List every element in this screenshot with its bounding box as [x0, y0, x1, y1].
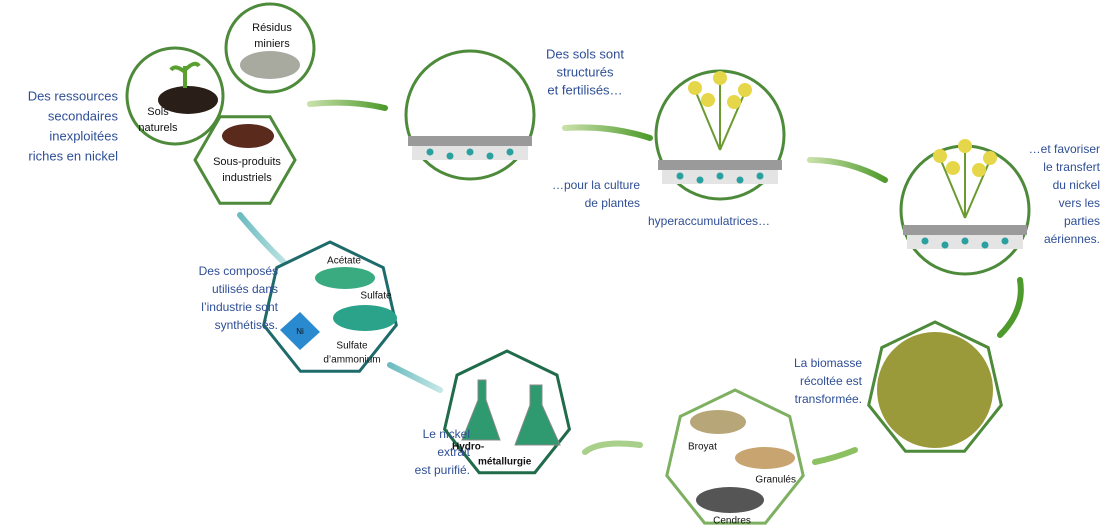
byproduct — [222, 124, 274, 148]
caption-line: Sous-produits — [213, 156, 281, 168]
caption-line: naturels — [138, 122, 178, 134]
field-photo — [877, 332, 993, 448]
flower — [958, 139, 972, 153]
flower — [946, 161, 960, 175]
flower — [933, 149, 947, 163]
flower — [983, 151, 997, 165]
diagram: Des ressources secondaires inexploitées ric… — [0, 0, 1104, 531]
nickel-dot — [487, 153, 494, 160]
caption-line: Des composés — [199, 264, 278, 278]
nickel-dot — [737, 177, 744, 184]
label: Ni — [296, 327, 304, 336]
caption-line: …et favoriser — [1029, 142, 1100, 156]
caption-line: et fertilisés… — [547, 82, 622, 97]
nickel-dot — [982, 242, 989, 249]
label: …pour la culture — [552, 178, 640, 192]
label: métallurgie — [478, 457, 532, 468]
caption-line: récoltée est — [800, 374, 863, 388]
nickel-dot — [467, 149, 474, 156]
label: hyperaccumulatrices… — [648, 214, 770, 228]
label: Granulés — [755, 475, 796, 486]
caption-line: l’industrie sont — [201, 300, 278, 314]
flower — [727, 95, 741, 109]
label: Acétate — [327, 256, 361, 267]
caption-line: miniers — [254, 38, 290, 50]
caption-line: industriels — [222, 172, 272, 184]
flower — [688, 81, 702, 95]
arrow — [585, 444, 640, 452]
caption-line: transformée. — [795, 392, 862, 406]
flower — [701, 93, 715, 107]
caption-line: du nickel — [1053, 178, 1100, 192]
caption-line: Des sols sont — [546, 46, 624, 61]
arrow — [240, 215, 290, 268]
caption-line: synthétisés. — [215, 318, 278, 332]
caption-line: La biomasse — [794, 356, 862, 370]
arrow — [310, 103, 385, 108]
soil-layer — [903, 225, 1027, 235]
caption-line: Résidus — [252, 22, 292, 34]
arrow — [1000, 280, 1021, 335]
caption-line: Sols — [147, 106, 169, 118]
caption-line: Des ressources — [28, 88, 119, 103]
label: de plantes — [585, 196, 640, 210]
arrow — [810, 160, 885, 180]
soil-layer — [658, 160, 782, 170]
flower — [972, 163, 986, 177]
nickel-dot — [427, 149, 434, 156]
nickel-dot — [962, 238, 969, 245]
caption-line: structurés — [556, 64, 614, 79]
caption-line: secondaires — [48, 108, 119, 123]
gravel — [240, 51, 300, 79]
caption-line: d’ammonium — [323, 355, 380, 366]
caption-line: inexploitées — [49, 128, 118, 143]
arrow — [815, 450, 855, 462]
nickel-dot — [447, 153, 454, 160]
sulfate — [333, 305, 397, 331]
nickel-dot — [677, 173, 684, 180]
nickel-dot — [697, 177, 704, 184]
caption-line: le transfert — [1043, 160, 1100, 174]
label: Sulfate — [360, 291, 392, 302]
arrow — [565, 127, 650, 138]
arrow — [390, 365, 440, 390]
caption-line: est purifié. — [415, 463, 470, 477]
nickel-dot — [717, 173, 724, 180]
nickel-dot — [1002, 238, 1009, 245]
broyat — [690, 410, 746, 434]
nickel-dot — [757, 173, 764, 180]
caption-line: utilisés dans — [212, 282, 278, 296]
caption-line: Sulfate — [336, 341, 368, 352]
ashes — [696, 487, 764, 513]
caption-line: vers les — [1059, 196, 1100, 210]
caption-line: aériennes. — [1044, 232, 1100, 246]
label: Cendres — [713, 516, 751, 527]
caption-line: parties — [1064, 214, 1100, 228]
caption-line: Le nickel — [423, 427, 470, 441]
soil-layer — [408, 136, 532, 146]
flower — [738, 83, 752, 97]
granules — [735, 447, 795, 469]
nickel-dot — [942, 242, 949, 249]
caption-line: riches en nickel — [28, 148, 118, 163]
label: Hydro- — [452, 442, 484, 453]
flower — [713, 71, 727, 85]
nickel-dot — [507, 149, 514, 156]
label: Broyat — [688, 442, 717, 453]
nickel-dot — [922, 238, 929, 245]
acetate — [315, 267, 375, 289]
